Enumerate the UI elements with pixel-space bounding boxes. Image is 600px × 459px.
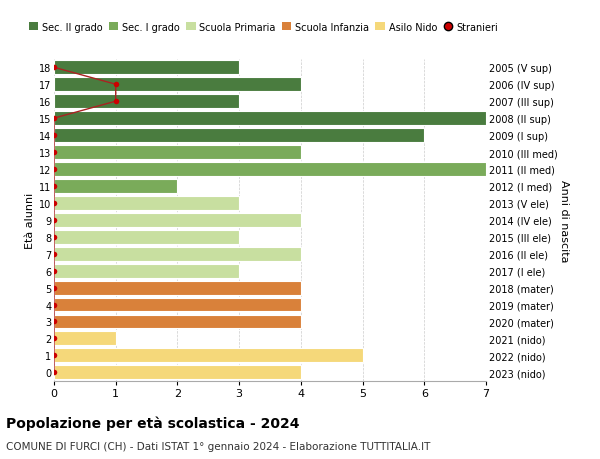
Bar: [54, 95, 239, 109]
Point: [49, 251, 59, 258]
Point: [49, 64, 59, 72]
Bar: [54, 298, 301, 312]
Point: [49, 132, 59, 140]
Bar: [54, 162, 486, 177]
Point: [49, 183, 59, 190]
Point: [111, 81, 121, 89]
Bar: [54, 61, 239, 75]
Bar: [54, 196, 239, 210]
Bar: [54, 230, 239, 244]
Point: [111, 98, 121, 106]
Text: COMUNE DI FURCI (CH) - Dati ISTAT 1° gennaio 2024 - Elaborazione TUTTITALIA.IT: COMUNE DI FURCI (CH) - Dati ISTAT 1° gen…: [6, 441, 430, 451]
Bar: [54, 349, 362, 363]
Point: [49, 284, 59, 291]
Point: [49, 234, 59, 241]
Point: [49, 149, 59, 157]
Point: [49, 335, 59, 342]
Point: [49, 166, 59, 173]
Point: [49, 301, 59, 308]
Text: Popolazione per età scolastica - 2024: Popolazione per età scolastica - 2024: [6, 415, 299, 430]
Point: [49, 217, 59, 224]
Bar: [54, 281, 301, 295]
Bar: [54, 365, 301, 380]
Bar: [54, 78, 301, 92]
Bar: [54, 264, 239, 278]
Legend: Sec. II grado, Sec. I grado, Scuola Primaria, Scuola Infanzia, Asilo Nido, Stran: Sec. II grado, Sec. I grado, Scuola Prim…: [29, 23, 499, 33]
Point: [49, 200, 59, 207]
Bar: [54, 315, 301, 329]
Point: [49, 115, 59, 123]
Y-axis label: Anni di nascita: Anni di nascita: [559, 179, 569, 262]
Point: [49, 352, 59, 359]
Y-axis label: Età alunni: Età alunni: [25, 192, 35, 248]
Bar: [54, 332, 116, 346]
Bar: [54, 129, 424, 143]
Bar: [54, 213, 301, 227]
Point: [49, 268, 59, 275]
Point: [49, 318, 59, 325]
Bar: [54, 247, 301, 261]
Bar: [54, 146, 301, 160]
Bar: [54, 179, 178, 193]
Bar: [54, 112, 486, 126]
Point: [49, 369, 59, 376]
